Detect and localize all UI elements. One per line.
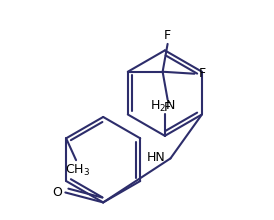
Text: F: F xyxy=(164,29,171,42)
Text: F: F xyxy=(164,101,171,114)
Text: F: F xyxy=(199,67,206,80)
Text: HN: HN xyxy=(147,151,166,164)
Text: CH$_3$: CH$_3$ xyxy=(65,163,91,178)
Text: H$_2$N: H$_2$N xyxy=(150,99,176,114)
Text: O: O xyxy=(52,186,62,199)
